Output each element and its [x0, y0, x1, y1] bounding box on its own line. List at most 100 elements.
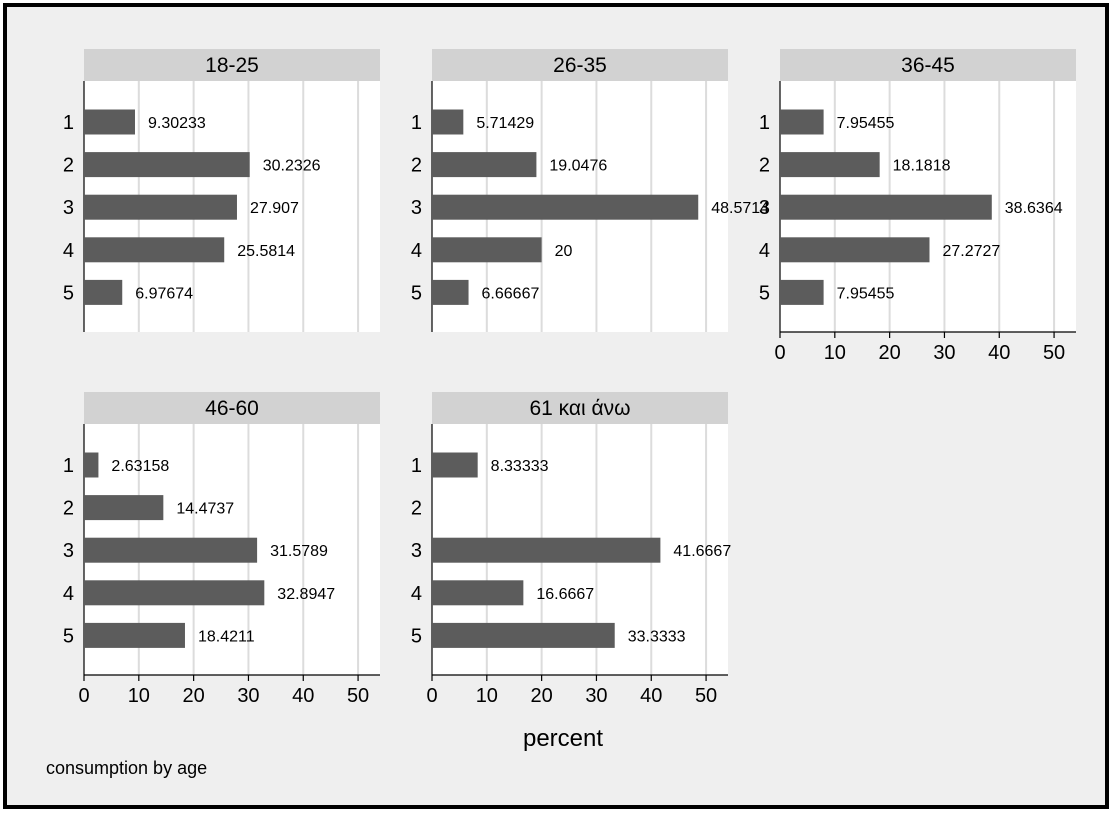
bar — [432, 580, 524, 606]
category-label: 3 — [759, 197, 770, 219]
category-label: 2 — [411, 498, 422, 520]
bar — [84, 580, 265, 606]
bar — [84, 495, 164, 521]
value-label: 48.5714 — [711, 200, 769, 217]
x-tick-label: 20 — [531, 685, 553, 707]
bar — [84, 152, 250, 178]
value-label: 8.33333 — [491, 458, 549, 475]
x-tick-label: 40 — [988, 342, 1010, 364]
category-label: 3 — [63, 197, 74, 219]
category-label: 3 — [411, 540, 422, 562]
category-label: 4 — [759, 240, 770, 262]
x-tick-label: 40 — [640, 685, 662, 707]
x-tick-label: 0 — [774, 342, 785, 364]
category-label: 1 — [63, 112, 74, 134]
value-label: 6.97674 — [135, 285, 193, 302]
category-label: 4 — [63, 240, 74, 262]
bar — [432, 537, 661, 563]
category-label: 5 — [411, 282, 422, 304]
value-label: 19.0476 — [549, 158, 607, 175]
category-label: 2 — [63, 498, 74, 520]
category-label: 2 — [411, 155, 422, 177]
x-tick-label: 30 — [933, 342, 955, 364]
bar — [84, 109, 135, 135]
category-label: 4 — [411, 583, 422, 605]
value-label: 7.95455 — [837, 285, 895, 302]
bar — [780, 279, 824, 305]
category-label: 3 — [411, 197, 422, 219]
panel-title: 61 και άνω — [529, 397, 630, 420]
panel-title: 36-45 — [901, 54, 955, 77]
value-label: 41.6667 — [673, 543, 731, 560]
value-label: 38.6364 — [1005, 200, 1063, 217]
value-label: 31.5789 — [270, 543, 328, 560]
value-label: 18.1818 — [893, 158, 951, 175]
category-label: 5 — [759, 282, 770, 304]
value-label: 25.5814 — [237, 243, 295, 260]
panel-header — [780, 49, 1076, 81]
panel-46-60: 46-60 1 2.63158 2 14.4737 3 31.5789 4 32.8947 5 18… — [63, 392, 380, 707]
panel-title: 46-60 — [205, 397, 259, 420]
category-label: 1 — [411, 112, 422, 134]
x-tick-label: 30 — [237, 685, 259, 707]
value-label: 9.30233 — [148, 115, 206, 132]
panel-title: 18-25 — [205, 54, 259, 77]
bar — [780, 109, 824, 135]
value-label: 5.71429 — [476, 115, 534, 132]
category-label: 3 — [63, 540, 74, 562]
bar — [84, 622, 185, 648]
x-tick-label: 10 — [824, 342, 846, 364]
bar — [84, 194, 237, 220]
panel-header — [84, 49, 380, 81]
bar — [780, 152, 880, 178]
value-label: 20 — [555, 243, 573, 260]
category-label: 4 — [411, 240, 422, 262]
bar — [84, 452, 99, 478]
category-label: 5 — [63, 625, 74, 647]
bar — [780, 194, 992, 220]
category-label: 1 — [63, 455, 74, 477]
bar — [432, 237, 542, 263]
value-label: 2.63158 — [111, 458, 169, 475]
category-label: 5 — [63, 282, 74, 304]
value-label: 14.4737 — [176, 501, 234, 518]
bar — [432, 279, 469, 305]
value-label: 32.8947 — [277, 586, 335, 603]
chart-note: consumption by age — [46, 758, 207, 778]
bar — [432, 194, 699, 220]
value-label: 27.907 — [250, 200, 299, 217]
category-label: 2 — [63, 155, 74, 177]
panel-header — [432, 49, 728, 81]
bar — [84, 279, 123, 305]
x-tick-label: 10 — [476, 685, 498, 707]
bar — [432, 452, 478, 478]
bar — [432, 152, 537, 178]
x-tick-label: 30 — [585, 685, 607, 707]
x-tick-label: 40 — [292, 685, 314, 707]
value-label: 27.2727 — [942, 243, 1000, 260]
panel-61-και-άνω: 61 και άνω 1 8.33333 2 3 41.6667 4 16.6667 5 33.3… — [411, 392, 731, 707]
value-label: 16.6667 — [536, 586, 594, 603]
panel-18-25: 18-25 1 9.30233 2 30.2326 3 27.907 4 25.5814 5 6.9… — [63, 49, 380, 332]
value-label: 7.95455 — [837, 115, 895, 132]
x-tick-label: 10 — [128, 685, 150, 707]
category-label: 1 — [411, 455, 422, 477]
x-tick-label: 50 — [347, 685, 369, 707]
category-label: 1 — [759, 112, 770, 134]
panel-header — [432, 392, 728, 424]
x-tick-label: 0 — [426, 685, 437, 707]
bar — [432, 109, 464, 135]
x-axis-title: percent — [523, 725, 603, 752]
value-label: 6.66667 — [482, 285, 540, 302]
bar — [84, 537, 258, 563]
value-label: 33.3333 — [628, 628, 686, 645]
panel-header — [84, 392, 380, 424]
panel-36-45: 36-45 1 7.95455 2 18.1818 3 38.6364 4 27.2727 5 7.… — [759, 49, 1076, 364]
bar — [84, 237, 225, 263]
bar-chart: 18-25 1 9.30233 2 30.2326 3 27.907 4 25.5814 5 6.9… — [46, 49, 1076, 778]
category-label: 5 — [411, 625, 422, 647]
category-label: 2 — [759, 155, 770, 177]
value-label: 18.4211 — [198, 628, 255, 645]
value-label: 30.2326 — [263, 158, 321, 175]
